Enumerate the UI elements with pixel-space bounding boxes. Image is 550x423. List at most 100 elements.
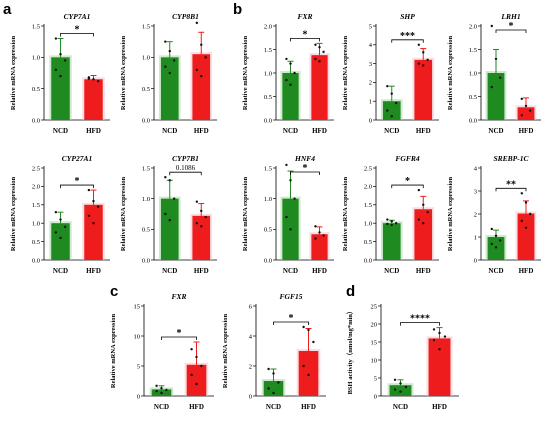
data-point [390, 220, 393, 223]
data-point [520, 219, 523, 223]
significance-bracket [495, 187, 527, 192]
data-point [307, 328, 310, 332]
data-point [314, 43, 317, 46]
y-tick-label: 15 [371, 339, 378, 346]
data-point [393, 378, 397, 381]
data-point [59, 236, 62, 240]
data-point [160, 391, 163, 395]
bar-ncd [487, 73, 505, 120]
y-tick-label: 1.0 [469, 70, 477, 77]
y-tick-label: 4 [369, 42, 373, 49]
y-tick-label: 3 [474, 188, 477, 195]
data-point [165, 388, 168, 392]
data-point [168, 71, 171, 75]
data-point [490, 24, 493, 28]
significance-bracket [273, 321, 309, 325]
y-tick-label: 1 [369, 99, 372, 106]
significance-label: * [289, 313, 294, 324]
bar-hfd [84, 79, 103, 120]
data-point [393, 388, 397, 391]
data-point [96, 205, 100, 208]
data-point [499, 239, 502, 242]
chart-a2: CYP8B1 Relative mRNA expression 0.0 0.5 1.0 1… [120, 12, 217, 135]
x-tick-label: HFD [432, 403, 447, 411]
data-point [267, 387, 270, 390]
data-point [195, 382, 198, 386]
data-point [172, 197, 176, 200]
y-axis-label: Relative mRNA expression [447, 35, 454, 110]
x-tick-label: NCD [53, 267, 68, 275]
significance-bracket [60, 33, 94, 37]
chart-a1: CYP7A1 Relative mRNA expression 0.0 0.5 1.0 1… [10, 12, 110, 135]
data-point [59, 218, 62, 221]
y-axis-label: Relative mRNA expression [10, 35, 17, 110]
data-point [417, 188, 421, 192]
data-point [302, 325, 305, 329]
significance-bracket [169, 171, 202, 176]
data-point [443, 335, 447, 338]
bar-ncd [51, 223, 70, 260]
data-point [293, 71, 296, 75]
data-point [490, 227, 493, 231]
y-tick-label: 2.0 [264, 23, 272, 30]
y-axis-label: Relative mRNA expression [120, 35, 127, 110]
data-point [155, 390, 158, 393]
y-tick-label: 5 [374, 375, 377, 382]
data-point [168, 218, 171, 222]
significance-label: *** [400, 31, 415, 42]
data-point [312, 340, 315, 344]
y-tick-label: 0 [474, 257, 477, 264]
data-point [490, 242, 493, 246]
significance-bracket [495, 29, 527, 33]
significance-label: ** [506, 179, 516, 190]
chart-title: CYP8B1 [172, 12, 199, 21]
data-point [54, 37, 58, 40]
chart-title: CYP27A1 [62, 154, 92, 163]
data-point [96, 79, 100, 83]
panel-label-d: d [346, 283, 356, 300]
y-tick-label: 0.5 [32, 86, 40, 93]
data-point [285, 163, 288, 167]
x-tick-label: HFD [312, 267, 327, 275]
data-point [92, 199, 95, 203]
data-point [54, 68, 58, 72]
x-tick-label: NCD [53, 127, 68, 135]
significance-label: **** [410, 314, 430, 325]
chart-c2: FGF15 Relative mRNA expression 0 2 4 6 NCD HFD * [222, 292, 326, 411]
data-point [168, 49, 171, 53]
y-tick-label: 0 [369, 117, 372, 124]
significance-label: * [303, 29, 308, 40]
x-tick-label: NCD [488, 267, 503, 275]
y-tick-label: 1.0 [142, 55, 150, 62]
data-point [54, 210, 58, 214]
data-point [272, 372, 275, 375]
y-tick-label: 1.0 [32, 55, 40, 62]
panel-label-c: c [110, 283, 119, 300]
y-tick-label: 1.0 [32, 221, 40, 228]
x-tick-label: HFD [194, 127, 209, 135]
y-tick-label: 10 [134, 333, 141, 340]
y-tick-label: 0.5 [364, 239, 372, 246]
significance-bracket [391, 39, 424, 43]
data-point [289, 228, 292, 231]
data-point [285, 57, 288, 61]
data-point [59, 74, 62, 78]
bar-hfd [298, 351, 319, 396]
bar-ncd [382, 223, 401, 260]
x-tick-label: NCD [384, 127, 399, 135]
chart-title: HNF4 [294, 154, 315, 163]
data-point [386, 218, 389, 221]
x-tick-label: HFD [416, 267, 431, 275]
x-tick-label: NCD [393, 403, 408, 411]
y-tick-label: 2 [474, 211, 477, 218]
y-tick-label: 0.0 [142, 117, 150, 124]
data-point [494, 246, 498, 249]
chart-title: FGF15 [280, 292, 303, 301]
data-point [200, 43, 203, 46]
data-point [87, 188, 91, 192]
y-tick-label: 1.5 [142, 165, 150, 172]
data-point [195, 68, 199, 72]
y-tick-label: 2 [249, 363, 252, 370]
data-point [164, 40, 167, 43]
y-axis-label: Relative mRNA expression [110, 313, 117, 388]
